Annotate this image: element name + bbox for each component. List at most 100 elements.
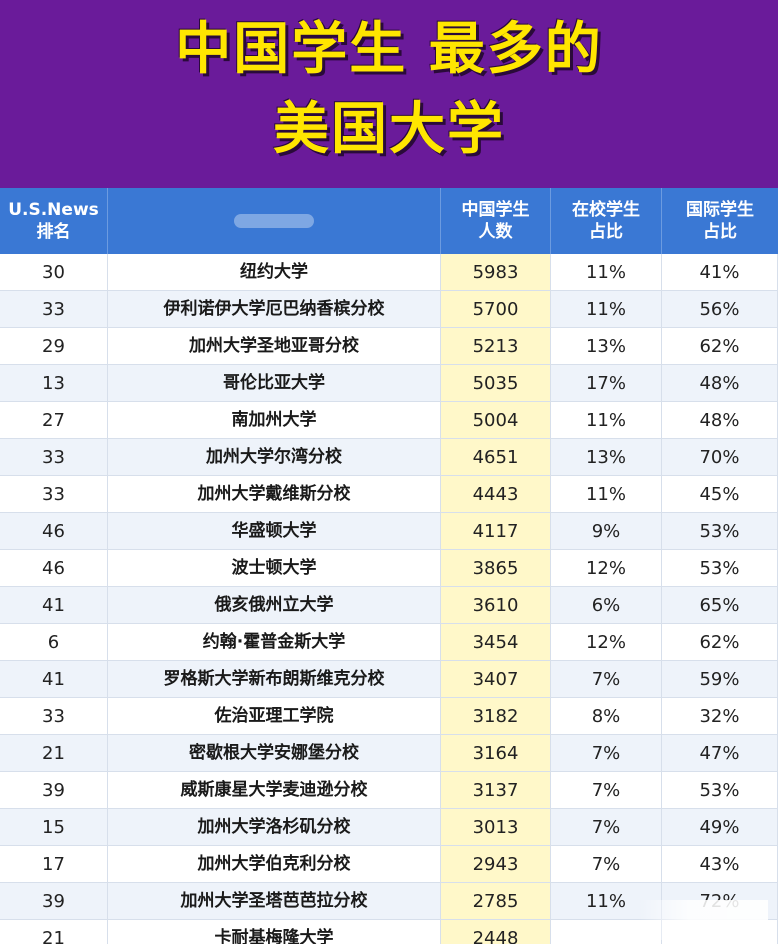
international-share-cell: 41% xyxy=(662,254,778,291)
table-row: 15 加州大学洛杉矶分校 3013 7% 49% xyxy=(0,809,778,846)
chinese-student-count-cell: 2448 xyxy=(441,920,551,944)
rank-cell: 15 xyxy=(0,809,108,846)
student-share-cell: 7% xyxy=(551,661,662,698)
international-share-cell: 59% xyxy=(662,661,778,698)
table-row: 33 佐治亚理工学院 3182 8% 32% xyxy=(0,698,778,735)
student-share-cell: 12% xyxy=(551,624,662,661)
header-pct-line1: 在校学生 xyxy=(572,200,640,220)
chinese-student-count-cell: 3610 xyxy=(441,587,551,624)
rank-cell: 30 xyxy=(0,254,108,291)
chinese-student-count-cell: 3137 xyxy=(441,772,551,809)
header-intl: 国际学生 占比 xyxy=(662,188,778,254)
header-intl-line2: 占比 xyxy=(703,222,737,242)
rank-cell: 39 xyxy=(0,772,108,809)
table-row: 41 罗格斯大学新布朗斯维克分校 3407 7% 59% xyxy=(0,661,778,698)
chinese-student-count-cell: 4443 xyxy=(441,476,551,513)
table-row: 33 加州大学戴维斯分校 4443 11% 45% xyxy=(0,476,778,513)
chinese-student-count-cell: 4117 xyxy=(441,513,551,550)
university-name-cell: 加州大学戴维斯分校 xyxy=(108,476,441,513)
chinese-student-count-cell: 5035 xyxy=(441,365,551,402)
university-name-cell: 威斯康星大学麦迪逊分校 xyxy=(108,772,441,809)
university-name-cell: 加州大学圣塔芭芭拉分校 xyxy=(108,883,441,920)
header-pct: 在校学生 占比 xyxy=(551,188,662,254)
university-name-cell: 俄亥俄州立大学 xyxy=(108,587,441,624)
university-name-cell: 加州大学洛杉矶分校 xyxy=(108,809,441,846)
header-rank-line1: U.S.News xyxy=(8,200,99,220)
title-line-1: 中国学生 最多的 xyxy=(175,17,603,82)
table-row: 6 约翰·霍普金斯大学 3454 12% 62% xyxy=(0,624,778,661)
student-share-cell: 7% xyxy=(551,735,662,772)
title-banner: 中国学生 最多的 美国大学 xyxy=(0,0,778,188)
university-name-cell: 加州大学伯克利分校 xyxy=(108,846,441,883)
international-share-cell: 65% xyxy=(662,587,778,624)
international-share-cell: 48% xyxy=(662,402,778,439)
student-share-cell: 7% xyxy=(551,846,662,883)
rank-cell: 41 xyxy=(0,587,108,624)
chinese-student-count-cell: 2943 xyxy=(441,846,551,883)
header-count: 中国学生 人数 xyxy=(441,188,551,254)
student-share-cell: 9% xyxy=(551,513,662,550)
international-share-cell: 48% xyxy=(662,365,778,402)
rank-cell: 41 xyxy=(0,661,108,698)
international-share-cell: 70% xyxy=(662,439,778,476)
table-row: 46 华盛顿大学 4117 9% 53% xyxy=(0,513,778,550)
table-row: 17 加州大学伯克利分校 2943 7% 43% xyxy=(0,846,778,883)
rank-cell: 21 xyxy=(0,920,108,944)
rank-cell: 46 xyxy=(0,513,108,550)
watermark-overlay xyxy=(638,900,768,940)
rank-cell: 39 xyxy=(0,883,108,920)
international-share-cell: 56% xyxy=(662,291,778,328)
university-name-cell: 卡耐基梅隆大学 xyxy=(108,920,441,944)
international-share-cell: 53% xyxy=(662,772,778,809)
chinese-student-count-cell: 3182 xyxy=(441,698,551,735)
university-name-cell: 伊利诺伊大学厄巴纳香槟分校 xyxy=(108,291,441,328)
table-header: U.S.News 排名 中国学生 人数 在校学生 占比 国际学生 占比 xyxy=(0,188,778,254)
student-share-cell: 17% xyxy=(551,365,662,402)
student-share-cell: 11% xyxy=(551,402,662,439)
table-row: 33 伊利诺伊大学厄巴纳香槟分校 5700 11% 56% xyxy=(0,291,778,328)
table-row: 13 哥伦比亚大学 5035 17% 48% xyxy=(0,365,778,402)
rank-cell: 6 xyxy=(0,624,108,661)
table-row: 27 南加州大学 5004 11% 48% xyxy=(0,402,778,439)
title-line-2: 美国大学 xyxy=(273,97,505,162)
chinese-student-count-cell: 5700 xyxy=(441,291,551,328)
student-share-cell: 11% xyxy=(551,476,662,513)
university-name-cell: 波士顿大学 xyxy=(108,550,441,587)
header-count-line2: 人数 xyxy=(478,222,513,242)
header-intl-line1: 国际学生 xyxy=(686,200,754,220)
table-row: 30 纽约大学 5983 11% 41% xyxy=(0,254,778,291)
table-row: 46 波士顿大学 3865 12% 53% xyxy=(0,550,778,587)
university-name-cell: 密歇根大学安娜堡分校 xyxy=(108,735,441,772)
table-row: 21 密歇根大学安娜堡分校 3164 7% 47% xyxy=(0,735,778,772)
university-name-cell: 佐治亚理工学院 xyxy=(108,698,441,735)
university-name-cell: 哥伦比亚大学 xyxy=(108,365,441,402)
header-count-line1: 中国学生 xyxy=(461,200,530,220)
chinese-student-count-cell: 3164 xyxy=(441,735,551,772)
header-rank: U.S.News 排名 xyxy=(0,188,108,254)
table-row: 33 加州大学尔湾分校 4651 13% 70% xyxy=(0,439,778,476)
university-name-cell: 加州大学尔湾分校 xyxy=(108,439,441,476)
international-share-cell: 45% xyxy=(662,476,778,513)
rank-cell: 13 xyxy=(0,365,108,402)
rank-cell: 33 xyxy=(0,439,108,476)
rank-cell: 29 xyxy=(0,328,108,365)
international-share-cell: 62% xyxy=(662,328,778,365)
header-name xyxy=(108,188,441,254)
international-share-cell: 53% xyxy=(662,513,778,550)
university-name-cell: 南加州大学 xyxy=(108,402,441,439)
chinese-student-count-cell: 5004 xyxy=(441,402,551,439)
blurred-header-label xyxy=(234,214,314,228)
international-share-cell: 47% xyxy=(662,735,778,772)
table-row: 39 威斯康星大学麦迪逊分校 3137 7% 53% xyxy=(0,772,778,809)
international-share-cell: 43% xyxy=(662,846,778,883)
international-share-cell: 32% xyxy=(662,698,778,735)
rank-cell: 46 xyxy=(0,550,108,587)
international-share-cell: 62% xyxy=(662,624,778,661)
rank-cell: 33 xyxy=(0,698,108,735)
student-share-cell: 8% xyxy=(551,698,662,735)
student-share-cell: 7% xyxy=(551,809,662,846)
student-share-cell: 11% xyxy=(551,291,662,328)
university-name-cell: 华盛顿大学 xyxy=(108,513,441,550)
chinese-student-count-cell: 2785 xyxy=(441,883,551,920)
